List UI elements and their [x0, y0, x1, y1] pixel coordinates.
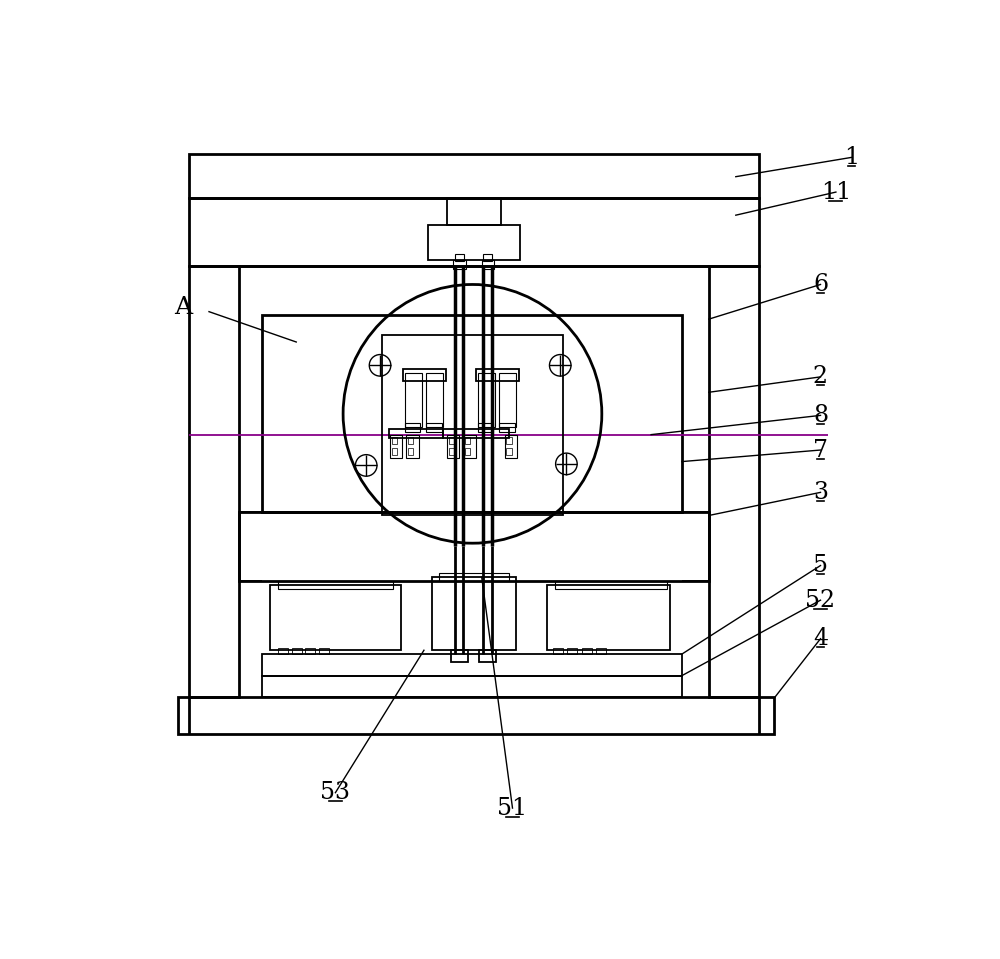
Bar: [262, 654, 682, 676]
Bar: [408, 437, 413, 444]
Bar: [479, 650, 496, 662]
Bar: [432, 577, 516, 650]
Bar: [596, 648, 606, 654]
Bar: [478, 423, 493, 433]
Text: 1: 1: [844, 146, 859, 169]
Bar: [262, 676, 682, 697]
Bar: [553, 648, 563, 654]
Bar: [189, 153, 759, 199]
Bar: [292, 648, 302, 654]
Bar: [319, 648, 329, 654]
Bar: [465, 448, 470, 455]
Bar: [449, 448, 454, 455]
Bar: [382, 335, 563, 516]
Bar: [499, 373, 516, 427]
Bar: [406, 434, 419, 457]
Text: 5: 5: [813, 554, 828, 577]
Bar: [408, 448, 413, 455]
Bar: [567, 648, 577, 654]
Bar: [443, 430, 509, 438]
Bar: [476, 369, 519, 381]
Text: 7: 7: [813, 438, 828, 461]
Text: 11: 11: [821, 180, 851, 203]
Bar: [499, 423, 515, 433]
Bar: [483, 254, 492, 262]
Bar: [426, 423, 442, 433]
Text: 51: 51: [497, 797, 528, 820]
Text: 53: 53: [320, 782, 350, 805]
Bar: [262, 316, 682, 512]
Bar: [482, 260, 494, 269]
Bar: [582, 648, 592, 654]
Bar: [189, 199, 759, 266]
Bar: [709, 266, 759, 697]
Bar: [239, 512, 709, 581]
Bar: [451, 650, 468, 662]
Bar: [305, 648, 315, 654]
Bar: [189, 266, 239, 697]
Text: 2: 2: [813, 365, 828, 388]
Bar: [270, 585, 401, 650]
Bar: [478, 373, 495, 427]
Text: 3: 3: [813, 480, 828, 503]
Bar: [405, 373, 422, 427]
Bar: [506, 437, 512, 444]
Bar: [405, 423, 420, 433]
Bar: [465, 437, 470, 444]
Bar: [547, 585, 670, 650]
Bar: [447, 434, 459, 457]
Bar: [506, 448, 512, 455]
Bar: [449, 437, 454, 444]
Bar: [278, 648, 288, 654]
Bar: [392, 448, 397, 455]
Text: 6: 6: [813, 273, 828, 296]
Bar: [178, 697, 774, 735]
Bar: [447, 199, 501, 225]
Bar: [455, 254, 464, 262]
Bar: [439, 573, 509, 581]
Text: 52: 52: [805, 589, 836, 612]
Text: A: A: [174, 296, 192, 319]
Text: 4: 4: [813, 627, 828, 650]
Bar: [392, 437, 397, 444]
Bar: [403, 369, 446, 381]
Bar: [278, 581, 393, 589]
Bar: [390, 434, 402, 457]
Bar: [453, 260, 466, 269]
Text: 8: 8: [813, 404, 828, 427]
Bar: [428, 225, 520, 260]
Bar: [505, 434, 517, 457]
Bar: [463, 434, 476, 457]
Bar: [555, 581, 666, 589]
Bar: [389, 430, 443, 438]
Bar: [426, 373, 443, 427]
